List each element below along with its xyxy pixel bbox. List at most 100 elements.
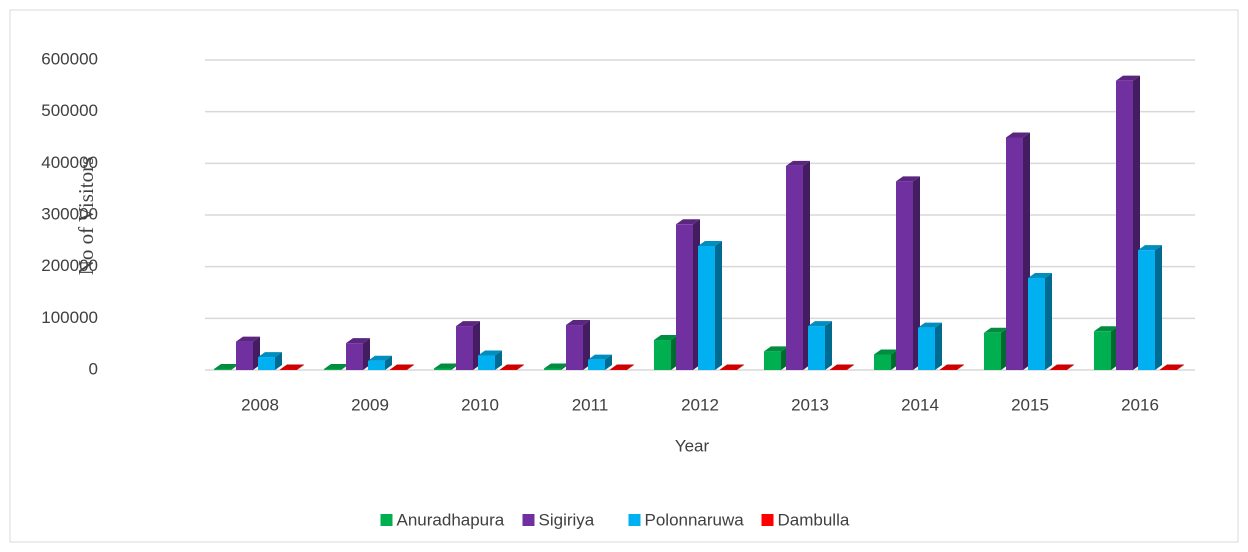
bar-top [456,321,480,327]
bar-front [984,332,1001,370]
x-tick-label: 2014 [901,395,939,414]
legend-swatch [522,514,535,526]
y-tick-label: 200000 [41,256,98,275]
bar-top [764,346,788,352]
x-tick-label: 2015 [1011,395,1049,414]
bar-side [913,176,920,370]
legend-swatch [628,514,641,526]
bar-front [1006,137,1023,370]
y-tick-label: 500000 [41,101,98,120]
bar [720,364,744,370]
bar-front [368,360,385,370]
bar-top [984,327,1008,333]
x-tick-label: 2009 [351,395,389,414]
bar-top [1116,75,1140,81]
bar-top [368,355,392,361]
bar-front [610,369,627,370]
bar-side [407,364,414,370]
bar [1138,245,1162,370]
bar [610,364,634,370]
bar-side [1155,245,1162,370]
bar [588,354,612,370]
bar-side [803,160,810,370]
bar-front [324,368,341,370]
legend-swatch [761,514,774,526]
bar-front [654,340,671,370]
bar [1050,364,1074,370]
bar [896,176,920,370]
bar-front [1116,80,1133,371]
bar-side [1177,364,1184,370]
legend-label: Anuradhapura [397,510,505,529]
bar-side [495,350,502,370]
bar-front [280,369,297,370]
bar [346,338,370,370]
bar-front [698,246,715,370]
bar-side [847,364,854,370]
bar-side [297,364,304,370]
bar-top [1160,364,1184,370]
bar-top [500,364,524,370]
bar [368,355,392,370]
bar [808,321,832,370]
bar-top [808,321,832,327]
bar-top [1006,132,1030,138]
bar-front [1028,278,1045,370]
bar-front [786,165,803,370]
bar-top [1094,326,1118,332]
bar [940,364,964,370]
bar-front [434,368,451,370]
bar-top [698,241,722,246]
bar-top [874,349,898,355]
bar [236,336,260,370]
bar-front [676,224,693,370]
bar-front [940,369,957,370]
bar-top [346,338,370,344]
bar-top [676,219,700,225]
bar-top [786,160,810,166]
bar [1028,273,1052,370]
legend-label: Dambulla [778,510,850,529]
bar-side [627,364,634,370]
x-tick-label: 2011 [572,395,609,414]
bar-front [764,351,781,370]
bar [500,364,524,370]
bar-side [737,364,744,370]
bar [1094,326,1118,370]
bar-side [583,320,590,370]
bar [676,219,700,370]
y-tick-label: 0 [89,359,98,378]
bar-front [346,343,363,370]
x-tick-label: 2010 [461,395,499,414]
bar-front [500,369,517,370]
legend-swatch [380,514,393,526]
bar [280,364,304,370]
bar-front [1138,250,1155,370]
bar-front [588,359,605,370]
y-tick-label: 300000 [41,204,98,223]
bar-side [1067,364,1074,370]
bar-front [918,327,935,370]
bar-front [236,341,253,370]
bar-side [825,321,832,370]
bar-top [940,364,964,370]
bar-front [456,326,473,370]
bar [566,320,590,370]
bar-front [1050,369,1067,370]
bar-top [258,352,282,358]
bar [1116,75,1140,371]
bar [1160,364,1184,370]
bar-top [918,322,942,328]
bar-side [275,352,282,370]
bar-top [1050,364,1074,370]
bar-front [874,354,891,370]
bar [874,349,898,370]
legend-label: Sigiriya [539,510,595,529]
bar-front [566,325,583,370]
y-tick-label: 100000 [41,308,98,327]
bar-top [654,335,678,341]
bar [830,364,854,370]
bar-front [1094,331,1111,370]
bar [918,322,942,370]
